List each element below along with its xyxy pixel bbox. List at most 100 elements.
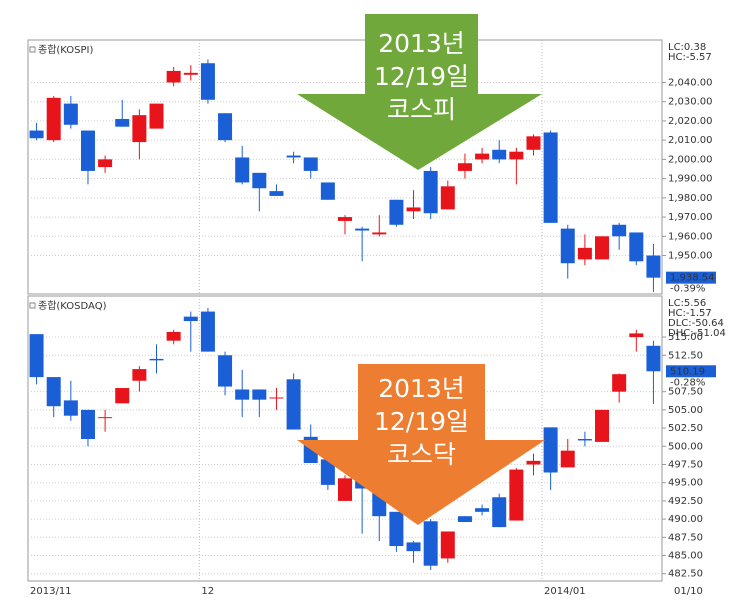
x-tick-label: 12 bbox=[201, 586, 214, 597]
candle-body bbox=[595, 409, 610, 442]
candle-body bbox=[423, 170, 438, 214]
candle-body bbox=[457, 516, 472, 523]
candle-body bbox=[543, 427, 558, 473]
y-tick-label: 505.00 bbox=[668, 405, 703, 416]
y-tick-label: 1,960.00 bbox=[668, 231, 713, 242]
candle-body bbox=[286, 379, 301, 430]
candle-body bbox=[389, 199, 404, 225]
candle-body bbox=[235, 389, 250, 400]
candle-body bbox=[629, 232, 644, 262]
y-tick-label: 500.00 bbox=[668, 441, 703, 452]
candle-body bbox=[560, 228, 575, 264]
candle-body bbox=[320, 182, 335, 200]
candle-body bbox=[183, 316, 198, 322]
candle-body bbox=[577, 247, 592, 260]
annotation-text: 코스닥 bbox=[387, 440, 456, 469]
y-tick-label: 512.50 bbox=[668, 350, 703, 361]
candle-body bbox=[218, 113, 233, 141]
candle-body bbox=[98, 417, 113, 419]
candle-body bbox=[235, 157, 250, 183]
candle-body bbox=[492, 149, 507, 160]
candle-body bbox=[269, 397, 284, 399]
y-tick-label: 490.00 bbox=[668, 514, 703, 525]
candle-body bbox=[286, 155, 301, 158]
annotation-text: 2013년 bbox=[378, 374, 465, 403]
candle-body bbox=[595, 236, 610, 260]
candle-body bbox=[29, 334, 44, 378]
candle-body bbox=[492, 497, 507, 528]
change: -0.28% bbox=[670, 377, 705, 388]
candle-body bbox=[406, 207, 421, 212]
candle-body bbox=[612, 374, 627, 392]
candle-body bbox=[543, 132, 558, 223]
candle-body bbox=[132, 115, 147, 143]
candle-body bbox=[338, 217, 352, 221]
y-tick-label: 2,020.00 bbox=[668, 116, 713, 127]
y-tick-label: 1,970.00 bbox=[668, 212, 713, 223]
candle-body bbox=[560, 450, 575, 468]
y-tick-label: 1,950.00 bbox=[668, 251, 713, 262]
candle-body bbox=[166, 331, 181, 341]
indicator: LC:0.38 bbox=[668, 42, 706, 53]
candle-body bbox=[372, 232, 387, 235]
candle-body bbox=[63, 103, 78, 125]
y-tick-label: 502.50 bbox=[668, 423, 703, 434]
candle-body bbox=[338, 478, 352, 501]
indicator: HC:-1.57 bbox=[668, 308, 712, 319]
y-tick-label: 2,010.00 bbox=[668, 135, 713, 146]
candle-body bbox=[577, 439, 592, 441]
candle-body bbox=[440, 186, 455, 210]
y-tick-label: 492.50 bbox=[668, 496, 703, 507]
panel-icon bbox=[29, 46, 36, 53]
last-price: 510.19 bbox=[670, 366, 705, 377]
candle-body bbox=[252, 172, 267, 189]
candle-body bbox=[98, 159, 113, 168]
x-end-label: 01/10 bbox=[674, 586, 703, 597]
indicator: HC:-5.57 bbox=[668, 52, 712, 63]
candle-body bbox=[200, 63, 215, 100]
candle-body bbox=[509, 469, 524, 521]
price-box bbox=[666, 271, 716, 284]
arrow-shape bbox=[297, 364, 545, 525]
candle-body bbox=[355, 228, 370, 231]
x-tick-label: 2013/11 bbox=[30, 586, 72, 597]
candle-body bbox=[149, 358, 164, 361]
candle-body bbox=[629, 333, 644, 338]
y-tick-label: 2,000.00 bbox=[668, 154, 713, 165]
candle-body bbox=[149, 103, 164, 129]
y-tick-label: 2,040.00 bbox=[668, 77, 713, 88]
annotation-text: 12/19일 bbox=[374, 62, 469, 91]
candle-body bbox=[475, 153, 490, 160]
candle-body bbox=[389, 511, 404, 547]
x-tick-label: 2014/01 bbox=[544, 586, 586, 597]
candle-body bbox=[269, 191, 284, 196]
candle-body bbox=[200, 311, 215, 352]
last-price: 1,938.54 bbox=[670, 273, 715, 284]
candle-body bbox=[218, 355, 233, 387]
candle-body bbox=[46, 377, 61, 407]
candle-body bbox=[80, 409, 95, 439]
indicator: LC:5.56 bbox=[668, 298, 706, 309]
price-box bbox=[666, 365, 716, 378]
y-tick-label: 1,980.00 bbox=[668, 193, 713, 204]
candle-body bbox=[252, 389, 267, 400]
annotation-text: 12/19일 bbox=[374, 407, 469, 436]
candle-body bbox=[29, 130, 44, 139]
candle-body bbox=[423, 521, 438, 566]
candle-body bbox=[646, 345, 661, 372]
panel-frame bbox=[27, 39, 663, 295]
y-tick-label: 495.00 bbox=[668, 478, 703, 489]
change: -0.39% bbox=[670, 284, 705, 295]
candle-body bbox=[115, 119, 130, 127]
y-tick-label: 2,030.00 bbox=[668, 97, 713, 108]
candle-body bbox=[475, 508, 490, 512]
candle-body bbox=[612, 224, 627, 237]
y-tick-label: 507.50 bbox=[668, 387, 703, 398]
y-tick-label: 1,990.00 bbox=[668, 174, 713, 185]
y-tick-label: 485.00 bbox=[668, 551, 703, 562]
y-tick-label: 515.00 bbox=[668, 332, 703, 343]
candle-body bbox=[46, 97, 61, 141]
